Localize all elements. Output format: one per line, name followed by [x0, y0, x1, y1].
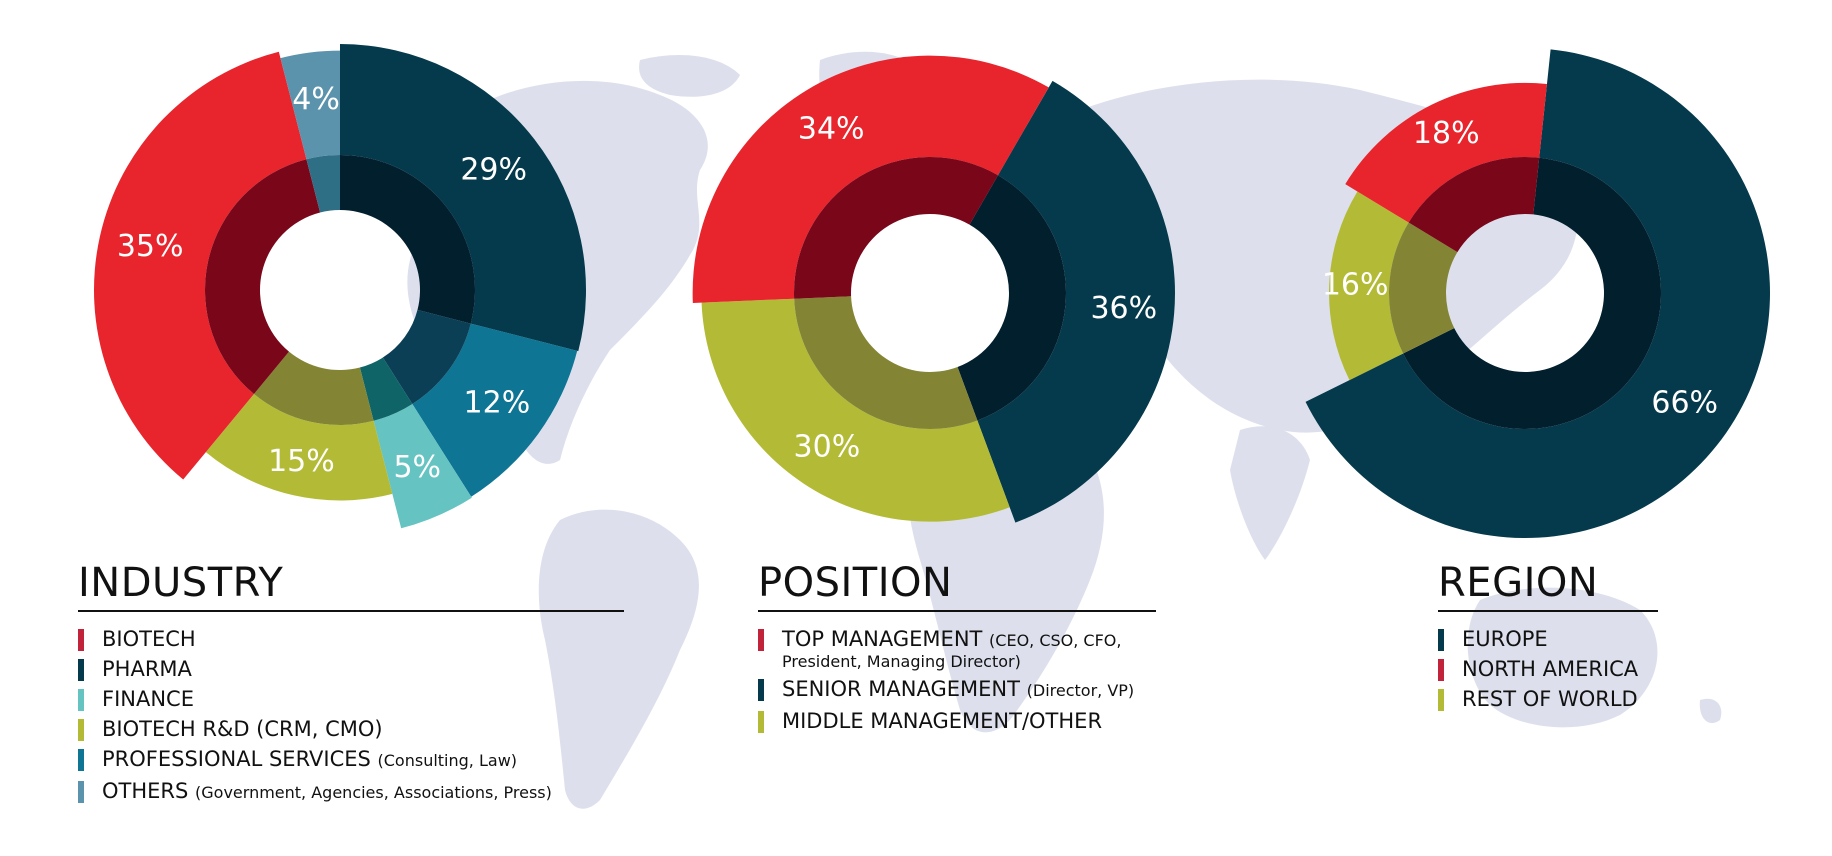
legend-label: PROFESSIONAL SERVICES: [102, 747, 371, 771]
slice-senior-management: [977, 80, 1175, 523]
slice-top-management: [692, 55, 1049, 303]
legend-sublabel: (Consulting, Law): [377, 751, 518, 770]
industry-title: INDUSTRY: [78, 560, 624, 612]
region-title: REGION: [1438, 560, 1658, 612]
legend-label: TOP MANAGEMENT: [782, 627, 983, 651]
legend-label: BIOTECH: [102, 627, 196, 651]
industry-chart: 29% 12% 5% 15% 35% 4%: [94, 44, 587, 529]
legend-swatch: [758, 679, 764, 701]
slice-pharma: [340, 44, 587, 352]
industry-legend: BIOTECH PHARMA FINANCE BIOTECH R&D (CRM,…: [78, 626, 624, 806]
position-title: POSITION: [758, 560, 1156, 612]
position-legend-panel: POSITION TOP MANAGEMENT (CEO, CSO, CFO, P…: [758, 560, 1156, 738]
slice-rest-of-world: [1329, 191, 1409, 381]
legend-label: EUROPE: [1462, 627, 1548, 651]
legend-swatch: [758, 711, 764, 733]
legend-item-others: OTHERS (Government, Agencies, Associatio…: [78, 778, 624, 806]
legend-note: President, Managing Director): [782, 652, 1021, 671]
legend-label: BIOTECH R&D (CRM, CMO): [102, 717, 383, 741]
region-legend: EUROPE NORTH AMERICA REST OF WORLD: [1438, 626, 1658, 712]
position-legend: TOP MANAGEMENT (CEO, CSO, CFO, President,…: [758, 626, 1156, 734]
legend-swatch: [78, 659, 84, 681]
slice-middle-management-other: [701, 298, 1010, 522]
slice-label-biotech: 35%: [117, 229, 184, 264]
slice-label-professional-services: 12%: [464, 385, 531, 420]
slice-inner-rest-of-world: [1389, 222, 1458, 354]
slice-label-middle-management-other: 30%: [794, 430, 861, 465]
slice-north-america: [1345, 82, 1547, 223]
legend-swatch: [1438, 689, 1444, 711]
slice-label-senior-management: 36%: [1090, 291, 1157, 326]
legend-label: OTHERS: [102, 779, 189, 803]
legend-item-top-management: TOP MANAGEMENT (CEO, CSO, CFO, President,…: [758, 626, 1156, 672]
legend-item-senior-management: SENIOR MANAGEMENT (Director, VP): [758, 676, 1156, 704]
legend-label: PHARMA: [102, 657, 192, 681]
legend-item-rest-of-world: REST OF WORLD: [1438, 686, 1658, 712]
slice-label-others: 4%: [292, 82, 340, 117]
slice-inner-others: [306, 155, 340, 213]
slice-biotech: [94, 51, 307, 480]
slice-label-europe: 66%: [1651, 386, 1718, 421]
slice-inner-senior-management: [957, 175, 1066, 421]
legend-swatch: [78, 719, 84, 741]
slice-inner-middle-management-other: [794, 296, 978, 429]
slice-inner-europe: [1403, 157, 1662, 429]
legend-swatch: [1438, 659, 1444, 681]
slice-label-top-management: 34%: [798, 111, 865, 146]
slice-inner-biotech: [205, 159, 321, 395]
legend-label: REST OF WORLD: [1462, 687, 1638, 711]
slice-europe: [1305, 49, 1770, 539]
slice-inner-professional-services: [382, 309, 471, 404]
legend-label: FINANCE: [102, 687, 194, 711]
legend-label: MIDDLE MANAGEMENT/OTHER: [782, 709, 1103, 733]
legend-item-professional-services: PROFESSIONAL SERVICES (Consulting, Law): [78, 746, 624, 774]
slice-label-biotech-r-d: 15%: [268, 444, 335, 479]
region-legend-panel: REGION EUROPE NORTH AMERICA REST OF WORL…: [1438, 560, 1658, 716]
legend-label: SENIOR MANAGEMENT: [782, 677, 1020, 701]
legend-swatch: [1438, 629, 1444, 651]
slice-label-finance: 5%: [393, 450, 441, 485]
industry-legend-panel: INDUSTRY BIOTECH PHARMA FINANCE BIOTECH …: [78, 560, 624, 810]
legend-label: NORTH AMERICA: [1462, 657, 1639, 681]
legend-swatch: [78, 749, 84, 771]
legend-item-north-america: NORTH AMERICA: [1438, 656, 1658, 682]
legend-swatch: [78, 689, 84, 711]
slice-inner-biotech-r-d: [253, 351, 374, 425]
legend-item-biotech: BIOTECH: [78, 626, 624, 652]
legend-swatch: [758, 629, 764, 651]
legend-item-pharma: PHARMA: [78, 656, 624, 682]
legend-item-europe: EUROPE: [1438, 626, 1658, 652]
slice-finance: [373, 403, 472, 529]
position-chart: 36% 30% 34%: [692, 55, 1175, 523]
slice-others: [280, 50, 340, 160]
slice-professional-services: [412, 323, 578, 497]
slice-inner-north-america: [1408, 157, 1540, 253]
legend-sublabel: (Government, Agencies, Associations, Pre…: [195, 783, 552, 802]
region-chart: 66% 16% 18%: [1305, 49, 1770, 539]
legend-item-biotech-rd: BIOTECH R&D (CRM, CMO): [78, 716, 624, 742]
legend-item-finance: FINANCE: [78, 686, 624, 712]
legend-swatch: [78, 781, 84, 803]
slice-label-north-america: 18%: [1413, 116, 1480, 151]
legend-sublabel: (CEO, CSO, CFO,: [989, 631, 1122, 650]
legend-item-middle-management: MIDDLE MANAGEMENT/OTHER: [758, 708, 1156, 734]
slice-inner-top-management: [794, 157, 998, 299]
slice-biotech-r-d: [205, 394, 393, 501]
legend-sublabel: (Director, VP): [1026, 681, 1135, 700]
slice-label-rest-of-world: 16%: [1322, 267, 1389, 302]
slice-inner-pharma: [340, 155, 475, 324]
slice-inner-finance: [359, 357, 413, 421]
slice-label-pharma: 29%: [460, 152, 527, 187]
legend-swatch: [78, 629, 84, 651]
